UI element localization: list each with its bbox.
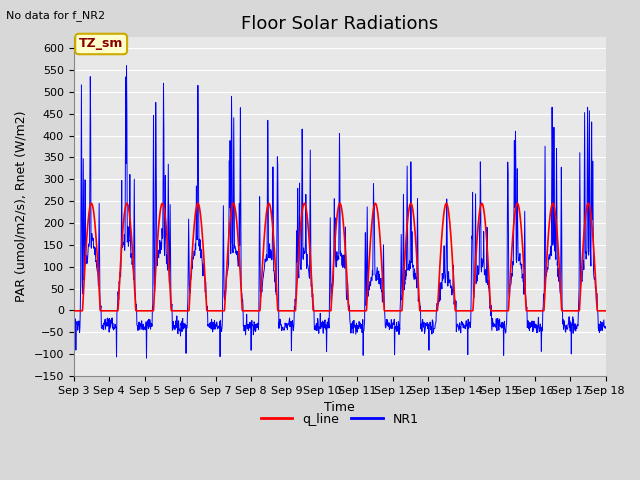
Y-axis label: PAR (umol/m2/s), Rnet (W/m2): PAR (umol/m2/s), Rnet (W/m2) (15, 111, 28, 302)
Legend: q_line, NR1: q_line, NR1 (256, 408, 424, 431)
Title: Floor Solar Radiations: Floor Solar Radiations (241, 15, 438, 33)
X-axis label: Time: Time (324, 401, 355, 414)
Text: No data for f_NR2: No data for f_NR2 (6, 10, 106, 21)
Text: TZ_sm: TZ_sm (79, 37, 124, 50)
